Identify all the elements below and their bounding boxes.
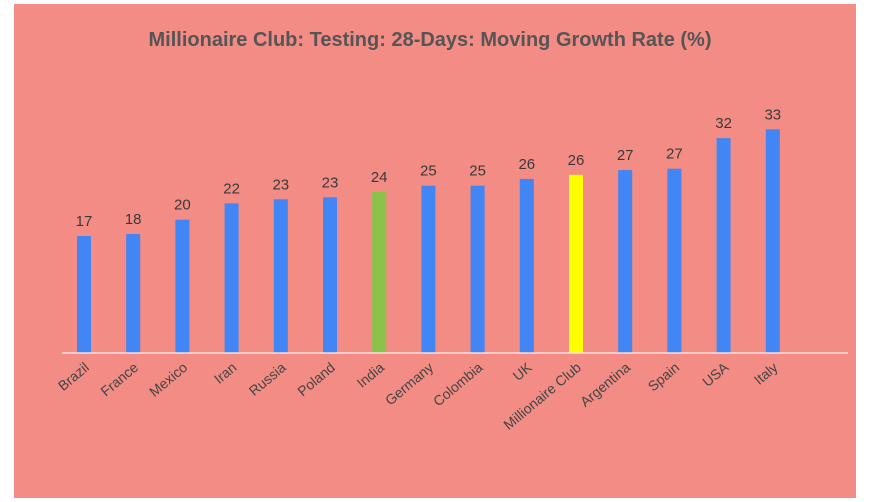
data-label: 33 xyxy=(764,106,781,123)
data-label: 26 xyxy=(518,156,535,173)
x-tick-label: Mexico xyxy=(146,359,190,400)
data-label: 26 xyxy=(568,152,585,169)
x-tick-label: Germany xyxy=(382,359,436,408)
x-tick-label: Italy xyxy=(751,359,781,388)
bar xyxy=(519,178,534,353)
bar xyxy=(470,185,485,353)
x-tick-label: Brazil xyxy=(55,359,92,394)
bar xyxy=(421,185,436,353)
bar xyxy=(765,129,780,353)
x-tick-label: Spain xyxy=(645,359,683,394)
bar xyxy=(667,168,682,353)
bar xyxy=(224,203,239,353)
bar xyxy=(77,236,91,353)
data-label: 27 xyxy=(666,146,683,163)
bar xyxy=(618,170,633,353)
x-tick-label: UK xyxy=(510,359,536,384)
chart-title: Millionaire Club: Testing: 28-Days: Movi… xyxy=(148,29,712,51)
bar xyxy=(175,219,190,353)
data-label: 27 xyxy=(617,147,634,164)
x-tick-label: India xyxy=(354,359,388,391)
data-label: 24 xyxy=(371,169,388,186)
data-label: 18 xyxy=(125,211,142,228)
data-label: 22 xyxy=(223,180,240,197)
x-tick-label: Russia xyxy=(246,359,289,399)
data-label: 25 xyxy=(469,163,486,180)
data-label: 17 xyxy=(76,213,93,230)
data-label: 20 xyxy=(174,197,191,214)
bar xyxy=(323,197,337,353)
bar xyxy=(126,234,141,353)
bar xyxy=(372,191,387,353)
x-tick-label: Colombia xyxy=(430,359,486,409)
data-label: 32 xyxy=(715,115,732,132)
x-tick-label: France xyxy=(97,359,141,399)
x-tick-label: Iran xyxy=(211,359,240,387)
bar xyxy=(273,199,288,353)
x-tick-label: USA xyxy=(699,359,732,390)
data-label: 23 xyxy=(272,176,289,193)
bar xyxy=(569,174,583,353)
data-label: 25 xyxy=(420,163,437,180)
bar xyxy=(716,138,731,353)
data-label: 23 xyxy=(322,174,339,191)
x-tick-label: Poland xyxy=(294,359,338,399)
x-tick-label: Argentina xyxy=(577,359,633,410)
